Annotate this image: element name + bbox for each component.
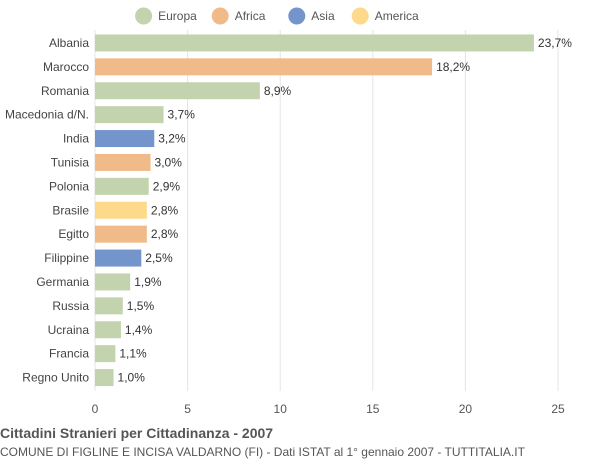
bar xyxy=(95,82,260,100)
category-label: Russia xyxy=(52,299,89,313)
value-label: 8,9% xyxy=(264,84,292,98)
category-label: Filippine xyxy=(44,251,89,265)
bar xyxy=(95,34,534,52)
legend-swatch xyxy=(211,7,229,25)
category-label: Francia xyxy=(49,347,89,361)
x-tick-label: 10 xyxy=(274,402,288,416)
value-label: 1,1% xyxy=(119,347,147,361)
bar xyxy=(95,106,164,124)
value-label: 1,9% xyxy=(134,275,162,289)
legend-label: Europa xyxy=(158,9,197,23)
category-label: Macedonia d/N. xyxy=(5,108,89,122)
category-label: Romania xyxy=(41,84,89,98)
value-label: 2,8% xyxy=(151,203,179,217)
bar xyxy=(95,297,123,315)
bar xyxy=(95,130,155,148)
x-tick-label: 0 xyxy=(92,402,99,416)
value-label: 1,4% xyxy=(125,323,153,337)
category-label: Germania xyxy=(36,275,89,289)
bar xyxy=(95,153,151,171)
bar xyxy=(95,249,142,267)
value-label: 1,5% xyxy=(127,299,155,313)
value-label: 2,8% xyxy=(151,227,179,241)
x-tick-label: 25 xyxy=(551,402,565,416)
category-label: Regno Unito xyxy=(22,371,89,385)
value-label: 18,2% xyxy=(436,60,470,74)
value-label: 2,5% xyxy=(145,251,173,265)
value-label: 3,2% xyxy=(158,132,186,146)
category-label: Ucraina xyxy=(48,323,90,337)
x-tick-label: 15 xyxy=(366,402,380,416)
bar xyxy=(95,345,116,363)
category-label: Brasile xyxy=(52,203,89,217)
category-label: Albania xyxy=(49,36,89,50)
category-label: Tunisia xyxy=(51,155,90,169)
bar xyxy=(95,58,433,76)
category-label: Egitto xyxy=(58,227,89,241)
legend-swatch xyxy=(351,7,369,25)
legend-swatch xyxy=(288,7,306,25)
x-tick-label: 5 xyxy=(184,402,191,416)
value-label: 1,0% xyxy=(118,371,146,385)
legend-label: Africa xyxy=(235,9,266,23)
legend-swatch xyxy=(135,7,153,25)
value-label: 3,7% xyxy=(168,108,196,122)
x-tick-label: 20 xyxy=(459,402,473,416)
category-label: India xyxy=(63,132,89,146)
bar xyxy=(95,201,147,219)
value-label: 23,7% xyxy=(538,36,572,50)
value-label: 3,0% xyxy=(155,155,183,169)
chart-title: Cittadini Stranieri per Cittadinanza - 2… xyxy=(0,425,274,441)
legend-label: Asia xyxy=(311,9,335,23)
bar xyxy=(95,321,121,339)
bar xyxy=(95,369,114,387)
bar xyxy=(95,177,149,195)
legend-label: America xyxy=(375,9,419,23)
category-label: Polonia xyxy=(49,179,89,193)
category-label: Marocco xyxy=(43,60,89,74)
bar xyxy=(95,273,131,291)
value-label: 2,9% xyxy=(153,179,181,193)
bar xyxy=(95,225,147,243)
chart-subtitle: COMUNE DI FIGLINE E INCISA VALDARNO (FI)… xyxy=(0,445,525,459)
